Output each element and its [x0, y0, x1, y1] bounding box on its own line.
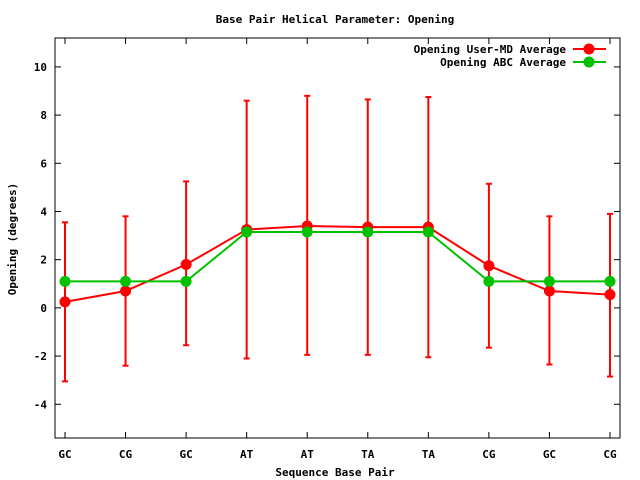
data-point: [59, 275, 71, 287]
x-tick-label: CG: [119, 448, 133, 461]
y-tick-label: 8: [40, 109, 47, 122]
x-axis: GC CG GC AT AT TA TA CG GC CG: [58, 38, 617, 461]
y-tick-label: 4: [40, 205, 47, 218]
plot-frame: [54, 37, 621, 439]
error-bars: [62, 94, 613, 383]
y-tick-label: 10: [34, 61, 47, 74]
data-point: [301, 226, 313, 238]
legend-swatch-marker: [583, 43, 595, 55]
x-tick-label: CG: [482, 448, 496, 461]
y-tick-label: 0: [40, 302, 47, 315]
y-tick-label: -2: [34, 350, 47, 363]
data-point: [483, 260, 495, 272]
data-point: [120, 285, 132, 297]
y-tick-label: -4: [34, 398, 48, 411]
data-point: [483, 275, 495, 287]
x-tick-label: CG: [603, 448, 617, 461]
data-point: [120, 275, 132, 287]
x-tick-label: GC: [543, 448, 556, 461]
x-tick-label: TA: [361, 448, 375, 461]
data-point: [180, 275, 192, 287]
x-tick-label: AT: [240, 448, 254, 461]
data-point: [543, 275, 555, 287]
legend-label: Opening User-MD Average: [414, 43, 567, 56]
chart-title: Base Pair Helical Parameter: Opening: [216, 13, 454, 26]
data-point: [422, 226, 434, 238]
x-axis-label: Sequence Base Pair: [275, 466, 395, 479]
data-point: [59, 296, 71, 308]
x-tick-label: AT: [301, 448, 315, 461]
y-axis: -4 -2 0 2 4 6 8 10: [34, 61, 620, 411]
legend-swatch-marker: [583, 56, 595, 68]
series-group: [59, 220, 616, 308]
series-line: [65, 230, 610, 283]
data-point: [362, 226, 374, 238]
x-tick-label: GC: [179, 448, 192, 461]
data-point: [604, 289, 616, 301]
y-tick-label: 6: [40, 157, 47, 170]
series-line: [64, 224, 611, 303]
data-point: [241, 226, 253, 238]
legend-label: Opening ABC Average: [440, 56, 566, 69]
data-point: [604, 275, 616, 287]
y-axis-label: Opening (degrees): [6, 183, 19, 296]
y-tick-label: 2: [40, 254, 47, 267]
data-point: [180, 259, 192, 271]
x-tick-label: TA: [422, 448, 436, 461]
x-tick-label: GC: [58, 448, 71, 461]
data-point: [543, 285, 555, 297]
